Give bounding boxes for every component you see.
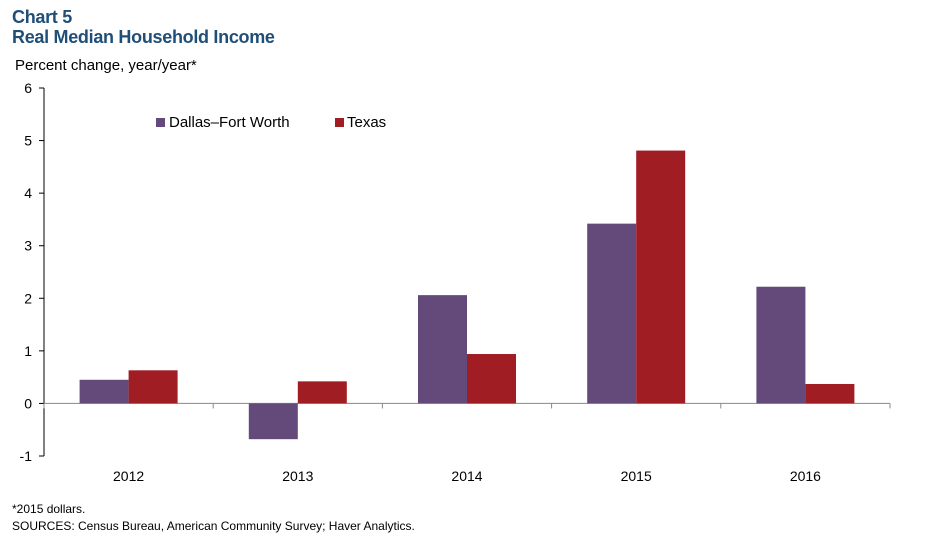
legend-label: Dallas–Fort Worth (169, 114, 290, 131)
footnote: *2015 dollars. (12, 502, 86, 516)
bar-dallas-fort-worth-2012 (79, 379, 129, 404)
bar-dallas-fort-worth-2014 (418, 295, 467, 404)
y-tick-label: 3 (24, 238, 32, 254)
bar-texas-2012 (128, 370, 178, 404)
y-tick-label: 4 (24, 185, 32, 201)
legend-swatch (156, 118, 165, 127)
sources-note: SOURCES: Census Bureau, American Communi… (12, 519, 415, 533)
y-tick-label: -1 (20, 448, 33, 464)
y-tick-label: 5 (24, 133, 32, 149)
bar-texas-2013 (297, 381, 347, 404)
chart-title: Real Median Household Income (12, 27, 275, 47)
y-tick-label: 1 (24, 343, 32, 359)
bar-texas-2015 (636, 150, 686, 404)
x-tick-label: 2013 (282, 468, 313, 484)
y-axis-label: Percent change, year/year* (15, 57, 197, 74)
bar-dallas-fort-worth-2016 (756, 286, 806, 404)
y-tick-label: 0 (24, 395, 32, 411)
x-tick-label: 2015 (621, 468, 652, 484)
y-tick-label: 2 (24, 290, 32, 306)
legend-label: Texas (347, 114, 386, 131)
bar-dallas-fort-worth-2015 (587, 223, 637, 404)
bar-texas-2014 (467, 354, 516, 404)
bar-texas-2016 (805, 383, 855, 404)
legend-swatch (335, 118, 344, 127)
bar-dallas-fort-worth-2013 (248, 403, 298, 440)
x-tick-label: 2014 (451, 468, 482, 484)
chart-number: Chart 5 (12, 7, 72, 27)
x-tick-label: 2016 (790, 468, 821, 484)
x-tick-label: 2012 (113, 468, 144, 484)
bar-chart: -1 0 1 2 3 4 5 6 2012 2013 2014 2015 2016 Dallas–Fort… (20, 80, 891, 484)
y-tick-label: 6 (24, 80, 32, 96)
